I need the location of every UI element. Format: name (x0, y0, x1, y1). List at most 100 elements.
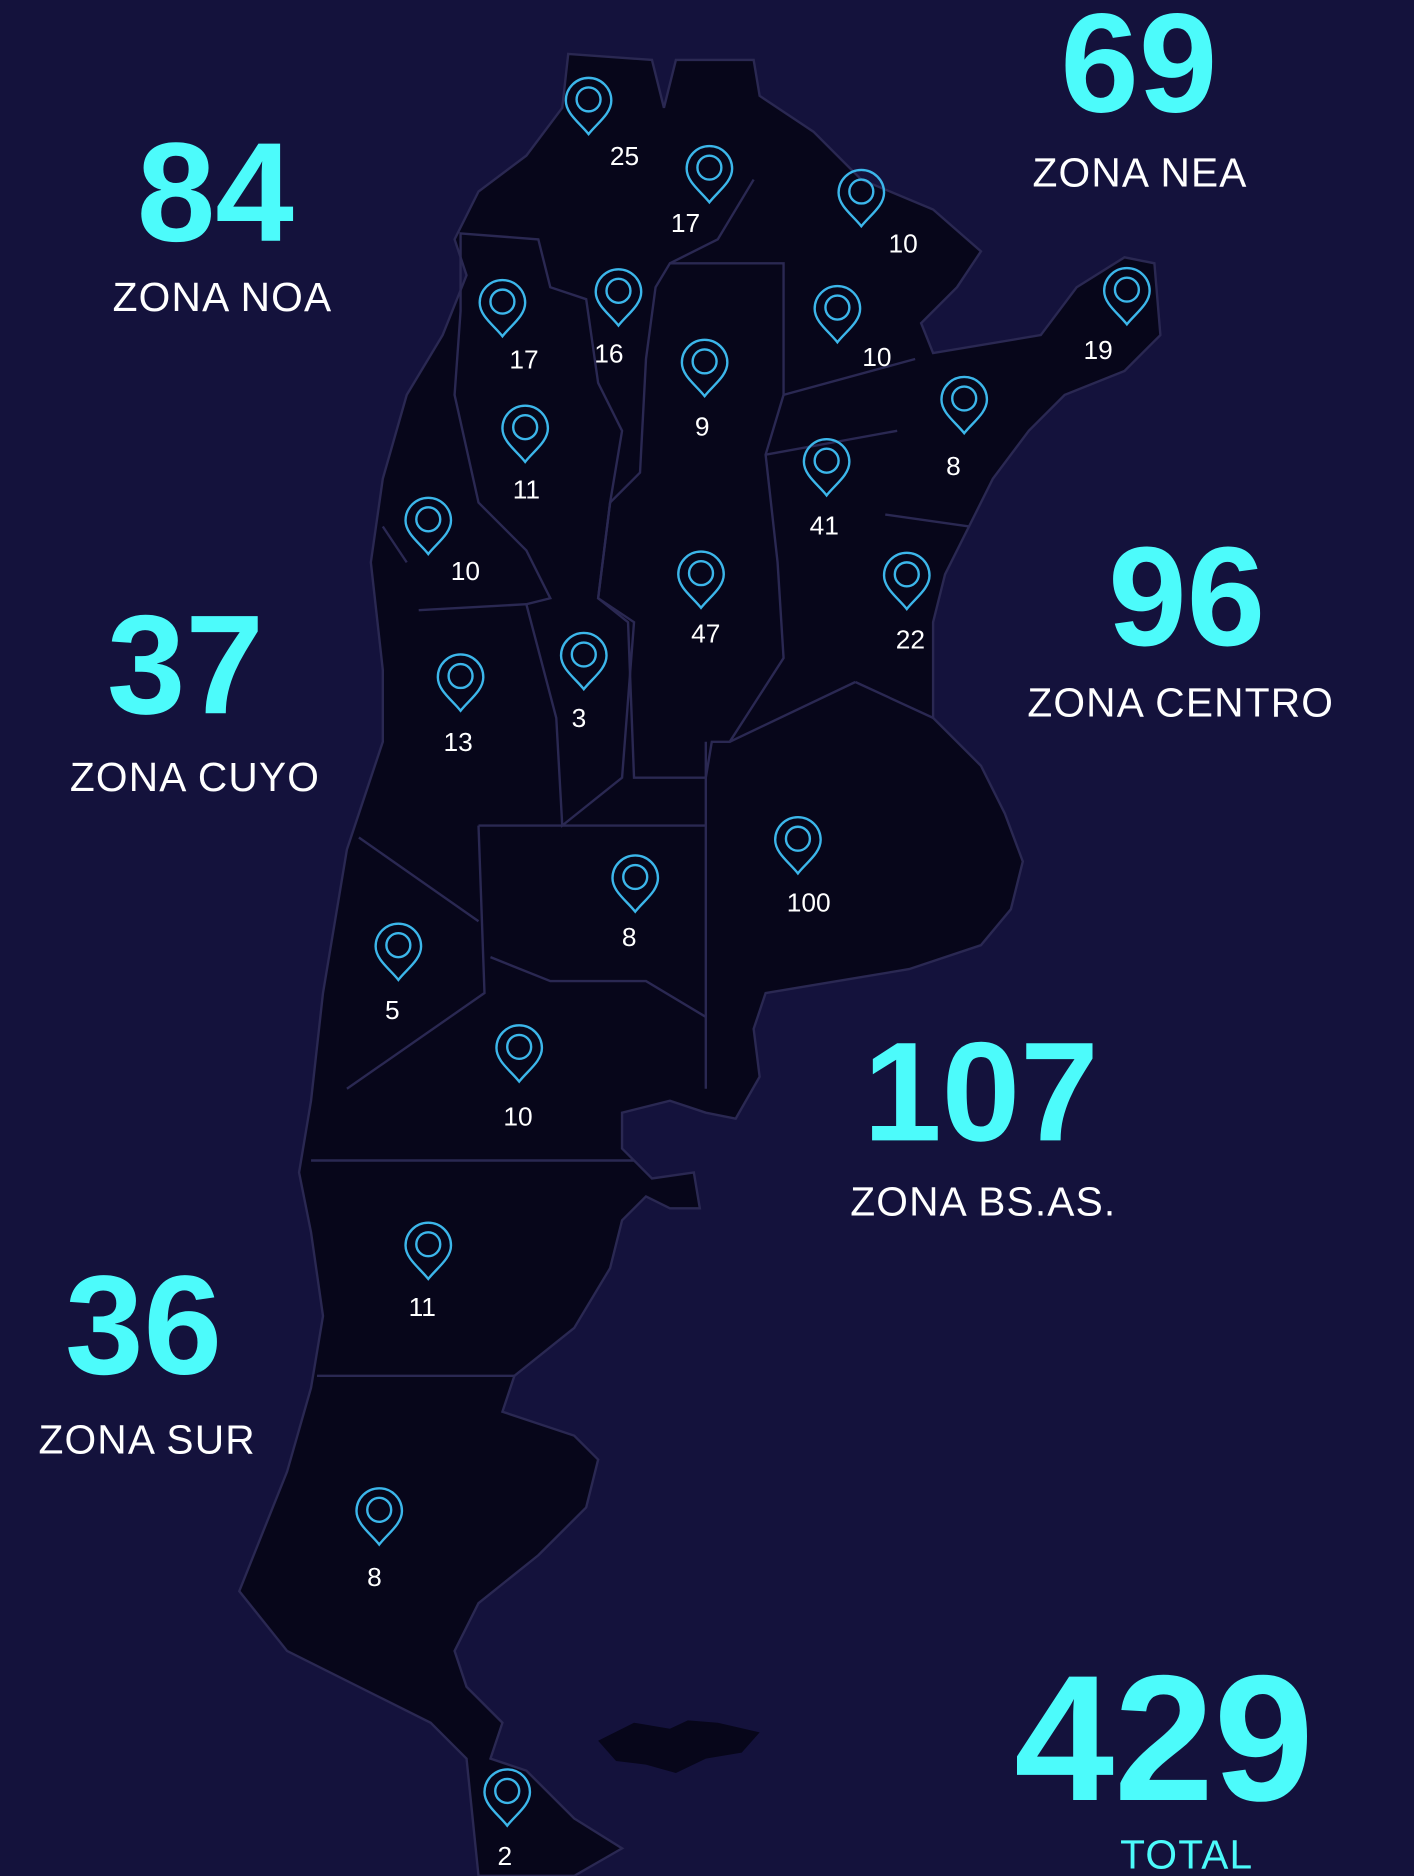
pin (680, 338, 729, 399)
pin-dot (893, 561, 920, 588)
total-value: 429 (1014, 1639, 1313, 1839)
pin (677, 550, 725, 610)
pin-label: 9 (695, 411, 710, 441)
zone-label: ZONA BS.AS. (850, 1179, 1116, 1225)
pin-shape (594, 268, 643, 328)
pin-label: 47 (691, 618, 720, 648)
pin-dot (570, 641, 597, 668)
pin-dot (687, 559, 715, 587)
pin-label: 17 (509, 344, 538, 374)
pin-dot (447, 662, 474, 690)
pin (501, 404, 550, 464)
pin (404, 496, 453, 556)
pin-label: 10 (451, 556, 480, 586)
pin-dot (784, 825, 812, 852)
pin (940, 375, 989, 436)
pin-dot (415, 1231, 442, 1258)
pin-label: 10 (503, 1102, 532, 1132)
zone-label: ZONA NOA (113, 274, 333, 320)
zone-label: ZONA CUYO (70, 754, 320, 800)
pin-dot (605, 277, 632, 304)
pin-dot (494, 1777, 521, 1805)
zone-value: 69 (1060, 0, 1217, 142)
pin-dot (489, 288, 516, 315)
pin-shape (882, 551, 931, 611)
pin-shape (501, 404, 550, 464)
pin-shape (685, 144, 734, 205)
pin-shape (813, 284, 862, 345)
pin-shape (559, 631, 608, 692)
pin-dot (813, 447, 840, 474)
total-label: TOTAL (1120, 1832, 1253, 1876)
islands (598, 1720, 760, 1774)
pin (564, 76, 613, 137)
pin-dot (622, 863, 649, 891)
pin (559, 631, 608, 692)
zone-label: ZONA SUR (38, 1417, 255, 1463)
pin-shape (483, 1768, 532, 1828)
pin-label: 11 (513, 475, 540, 505)
pin-label: 10 (889, 228, 918, 258)
pin-shape (564, 76, 613, 137)
zone-value: 36 (65, 1246, 222, 1404)
zone-label: ZONA CENTRO (1027, 680, 1334, 726)
pin-shape (355, 1487, 404, 1547)
pin-dot (696, 154, 723, 181)
pin-dot (1113, 276, 1141, 303)
country-shape (237, 52, 1162, 1876)
pin-label: 22 (896, 624, 925, 654)
pin-label: 19 (1084, 335, 1113, 365)
pin (611, 854, 660, 914)
pin-label: 5 (385, 995, 400, 1025)
pin (1102, 266, 1151, 327)
pin (355, 1487, 404, 1547)
pin-shape (677, 550, 725, 610)
pin (837, 168, 886, 229)
pin-label: 8 (367, 1562, 382, 1592)
pin-shape (611, 854, 660, 914)
pin-shape (436, 653, 485, 713)
pin-label: 8 (622, 922, 637, 952)
pin (483, 1768, 532, 1828)
pin (773, 815, 822, 876)
pin-shape (495, 1024, 544, 1084)
pin-dot (848, 178, 875, 205)
pin-shape (404, 1221, 453, 1281)
pin-dot (691, 348, 718, 375)
pin (882, 551, 931, 611)
markers: 25 17 10 19 17 16 10 9 8 11 41 10 47 22 13 3 100 8 5 10 11 8 2 (355, 76, 1151, 1871)
pin-shape (837, 168, 886, 229)
pin-label: 13 (444, 727, 473, 757)
pin-label: 11 (409, 1292, 436, 1322)
pin-label: 17 (671, 208, 700, 238)
pin (685, 144, 734, 205)
pin-dot (366, 1496, 393, 1523)
pin-label: 3 (572, 703, 587, 733)
pin-dot (824, 294, 851, 321)
pin-dot (415, 506, 442, 533)
pin-dot (575, 86, 602, 113)
zone-label: ZONA NEA (1032, 150, 1247, 196)
pin-label: 10 (862, 342, 891, 372)
zone-value: 37 (107, 585, 264, 743)
zone-value: 96 (1108, 517, 1265, 675)
pin-dot (512, 414, 539, 441)
pin-dot (506, 1033, 533, 1061)
pin-label: 8 (946, 451, 961, 481)
zone-value: 84 (137, 113, 294, 271)
pin (495, 1024, 544, 1084)
pin (478, 278, 527, 339)
zone-value: 107 (863, 1012, 1099, 1170)
pin (436, 653, 485, 713)
pin-shape (802, 437, 851, 498)
pin-label: 25 (610, 141, 639, 171)
pin (802, 437, 851, 498)
pin (594, 268, 643, 328)
pin-shape (680, 338, 729, 399)
province-borders (311, 178, 970, 1378)
pin-shape (1102, 266, 1151, 327)
pin-shape (940, 375, 989, 436)
pin (374, 922, 423, 982)
pin-shape (478, 278, 527, 339)
